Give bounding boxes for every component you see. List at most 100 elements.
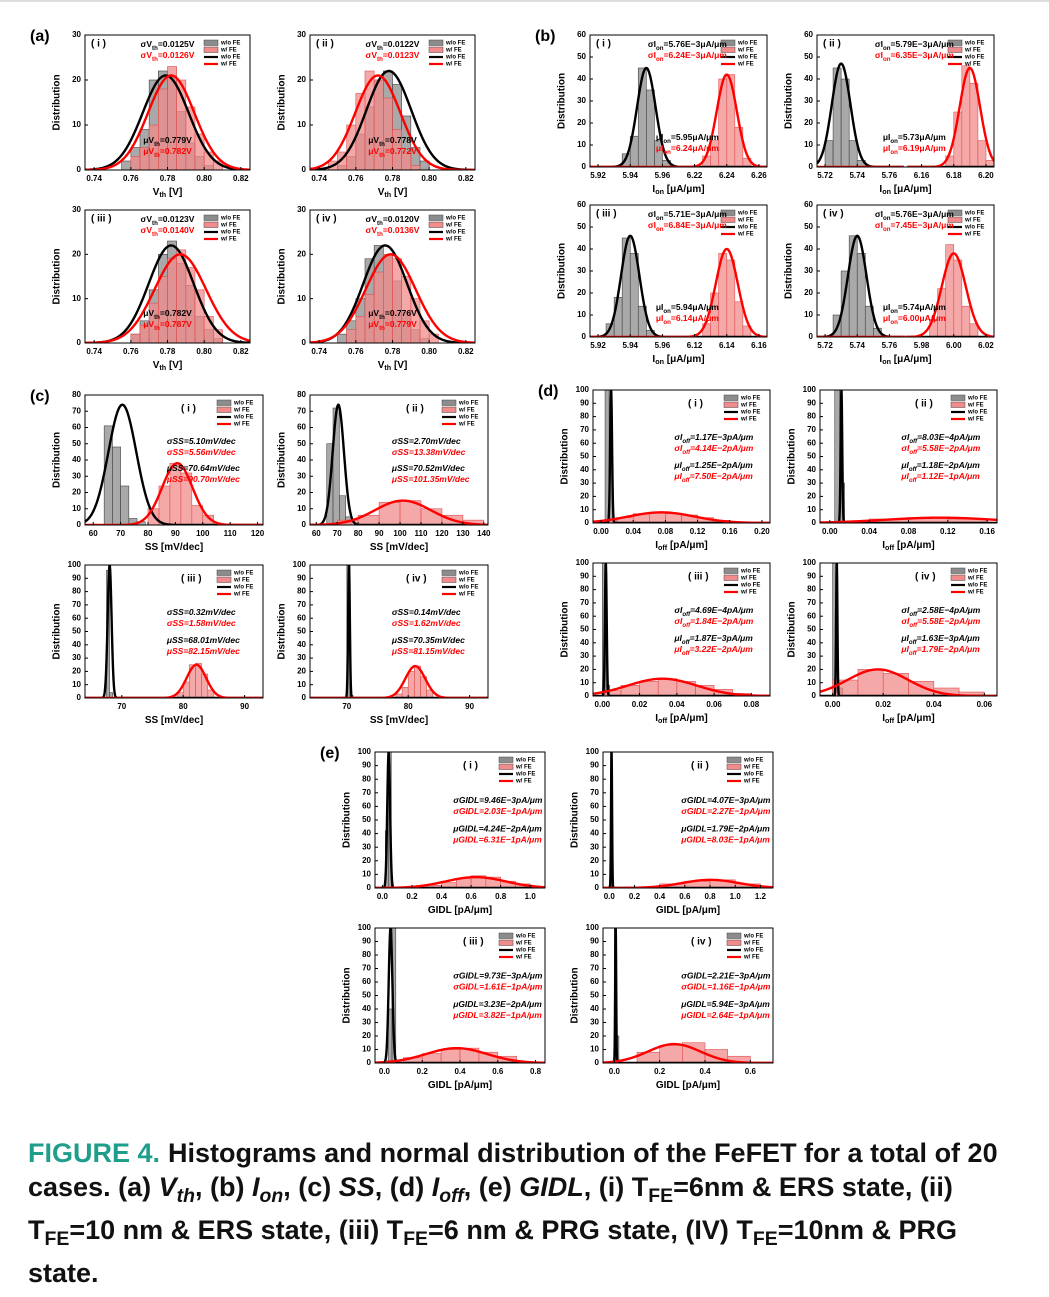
x-axis-label: SS [mV/dec] [370, 542, 428, 553]
normal-curve [603, 752, 773, 888]
legend-label: w/o FE [740, 569, 760, 575]
x-axis-label: GIDL [pA/μm] [428, 1080, 492, 1091]
y-tick-label: 100 [803, 558, 817, 567]
annotation: σIon=5.79E−3μA/μm [875, 39, 954, 51]
plot-area [603, 928, 773, 1063]
text-run: μI [883, 313, 891, 323]
y-tick-label: 0 [367, 1058, 372, 1067]
histogram-bar [613, 297, 623, 337]
text-run: σGIDL=1.16E−1pA/μm [681, 982, 771, 992]
x-axis-label: SS [mV/dec] [145, 542, 203, 553]
plot-area [593, 390, 770, 523]
text-run: σI [875, 220, 883, 230]
subscript: th [154, 141, 160, 148]
x-tick-label: 0.4 [436, 892, 448, 901]
subplot-tag: ( iii ) [688, 572, 709, 583]
x-tick-label: 0.12 [690, 527, 706, 536]
legend-label: w/o FE [445, 41, 465, 47]
text-run: μV [143, 135, 154, 145]
x-tick-label: 6.26 [751, 171, 767, 180]
text-run: =0.0136V [383, 225, 420, 235]
text-run: =0.779V [160, 135, 192, 145]
y-tick-label: 100 [358, 747, 372, 756]
histogram-bar [654, 140, 663, 167]
y-tick-label: 70 [72, 406, 81, 415]
y-axis-label: Distribution [52, 432, 63, 488]
legend-label: w/ FE [220, 223, 237, 229]
subscript: on [656, 56, 664, 63]
y-tick-label: 0 [77, 165, 82, 174]
y-tick-label: 10 [804, 140, 813, 149]
subscript: off [682, 437, 691, 444]
text-run: =5.74μA/μm [898, 302, 946, 312]
text-run: μGIDL=3.82E−1pA/μm [452, 1010, 542, 1020]
legend-swatch [720, 216, 736, 223]
y-axis-label: Distribution [557, 73, 568, 129]
caption-text: FE [648, 1184, 674, 1207]
annotation: σIon=6.24E−3μA/μm [648, 50, 727, 62]
annotation: σIoff=1.84E−2pA/μm [674, 616, 753, 628]
annotation: σVth=0.0136V [366, 225, 420, 237]
y-tick-label: 40 [297, 640, 306, 649]
subplot-tag: ( iii ) [463, 937, 484, 948]
y-tick-label: 80 [362, 950, 371, 959]
annotation: σIoff=5.58E−2pA/μm [901, 616, 980, 628]
legend-label: w/ FE [740, 403, 757, 409]
subscript: on [883, 56, 891, 63]
x-tick-label: 5.76 [882, 171, 898, 180]
text-run: σSS=1.62mV/dec [392, 618, 461, 628]
text-run: μV [368, 135, 379, 145]
subplot-tag: ( ii ) [691, 761, 709, 772]
text-run: σV [366, 39, 378, 49]
caption-label: FIGURE 4. [28, 1138, 161, 1168]
y-tick-label: 60 [72, 423, 81, 432]
y-tick-label: 20 [72, 249, 81, 258]
y-tick-label: 10 [807, 678, 816, 687]
text-run: σV [141, 39, 153, 49]
subscript: off [885, 543, 895, 552]
panel-label: (a) [30, 28, 50, 45]
histogram-bar [637, 67, 647, 167]
legend-swatch [947, 46, 963, 53]
y-tick-label: 70 [297, 406, 306, 415]
x-tick-label: 140 [477, 529, 491, 538]
normal-curve [593, 677, 770, 696]
histogram-bar [346, 329, 357, 343]
y-tick-label: 100 [68, 560, 82, 569]
text-run: σGIDL=9.73E−3pA/μm [453, 971, 543, 981]
text-run: σI [875, 209, 883, 219]
text-run: σV [141, 50, 153, 60]
text-run: σSS=0.32mV/dec [167, 607, 236, 617]
text-run: μV [368, 319, 379, 329]
legend-label: w/ FE [515, 765, 532, 771]
subscript: off [909, 437, 918, 444]
subscript: off [909, 476, 918, 483]
y-tick-label: 80 [72, 390, 81, 399]
text-run: σV [366, 50, 378, 60]
subplot-tag: ( i ) [688, 399, 703, 410]
annotation: σVth=0.0123V [366, 50, 420, 62]
annotation: μIon=5.95μA/μm [656, 132, 719, 144]
text-run: =6.84E−3μA/μm [664, 220, 728, 230]
histogram-bar [337, 333, 347, 343]
text-run: μSS=70.52mV/dec [391, 463, 465, 473]
text-run: μI [656, 302, 664, 312]
legend-swatch [216, 406, 232, 413]
subscript: off [682, 476, 691, 483]
y-tick-label: 90 [590, 761, 599, 770]
subscript: on [890, 149, 898, 156]
x-tick-label: 5.72 [817, 341, 833, 350]
legend-swatch [428, 221, 444, 228]
legend-label: w/ FE [743, 955, 760, 961]
subplot-tag: ( iii ) [596, 209, 617, 220]
text-run: I [882, 540, 885, 551]
y-tick-label: 0 [595, 883, 600, 892]
normal-curve [310, 499, 488, 525]
y-tick-label: 10 [577, 140, 586, 149]
x-axis-label: GIDL [pA/μm] [656, 1080, 720, 1091]
y-tick-label: 60 [580, 438, 589, 447]
caption-text: on [259, 1184, 284, 1207]
subscript: th [159, 363, 166, 372]
x-tick-label: 70 [116, 529, 125, 538]
legend-swatch [950, 567, 966, 574]
